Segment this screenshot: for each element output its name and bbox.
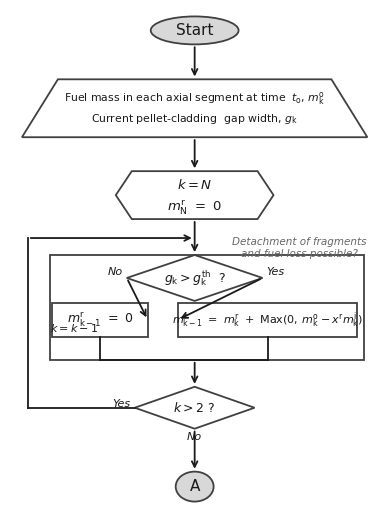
Polygon shape — [135, 387, 255, 429]
Bar — [178, 303, 357, 337]
Bar — [50, 255, 364, 360]
Polygon shape — [22, 79, 367, 137]
Ellipse shape — [176, 472, 214, 501]
Text: No: No — [108, 267, 123, 277]
Text: $k = k - 1$: $k = k - 1$ — [50, 322, 98, 334]
Text: Yes: Yes — [266, 267, 285, 277]
Text: $m_\mathrm{k-1}^\mathrm{r}\ =\ m_\mathrm{k}^\mathrm{r}\ +\ \mathrm{Max}(0,\,m_\m: $m_\mathrm{k-1}^\mathrm{r}\ =\ m_\mathrm… — [172, 310, 363, 330]
Text: Detachment of fragments
and fuel loss possible?: Detachment of fragments and fuel loss po… — [232, 237, 367, 259]
Text: $k > 2\ ?$: $k > 2\ ?$ — [174, 401, 216, 415]
Text: Yes: Yes — [113, 399, 131, 409]
Text: A: A — [190, 479, 200, 494]
Text: $m_\mathrm{N}^\mathrm{r}\ =\ 0$: $m_\mathrm{N}^\mathrm{r}\ =\ 0$ — [167, 198, 222, 216]
Text: $g_\mathrm{k} > g_\mathrm{k}^\mathrm{th}$  ?: $g_\mathrm{k} > g_\mathrm{k}^\mathrm{th}… — [163, 268, 226, 288]
Text: $m_\mathrm{k-1}^\mathrm{r}\ =\ 0$: $m_\mathrm{k-1}^\mathrm{r}\ =\ 0$ — [67, 311, 133, 329]
Bar — [52, 303, 148, 337]
Polygon shape — [116, 171, 273, 219]
Ellipse shape — [151, 17, 239, 45]
Polygon shape — [127, 255, 262, 301]
Text: Start: Start — [176, 23, 213, 38]
Text: No: No — [187, 432, 202, 442]
Text: Current pellet-cladding  gap width, $g_\mathrm{k}$: Current pellet-cladding gap width, $g_\m… — [91, 112, 298, 126]
Text: Fuel mass in each axial segment at time  $t_\mathrm{o}$, $m_\mathrm{k}^\mathrm{o: Fuel mass in each axial segment at time … — [64, 90, 325, 107]
Text: $k = N$: $k = N$ — [177, 178, 213, 192]
